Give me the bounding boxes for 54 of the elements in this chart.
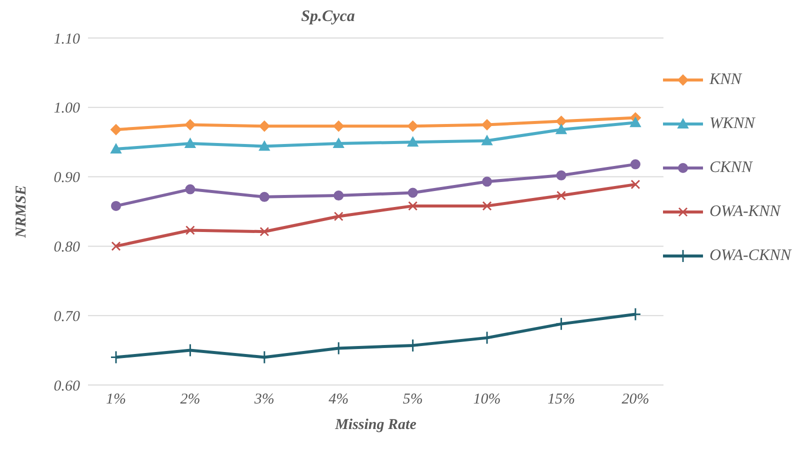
x-tick-label: 1%	[106, 392, 126, 408]
legend-label: CKNN	[709, 159, 752, 177]
point	[110, 124, 122, 136]
point	[630, 159, 640, 170]
y-tick-label: 0.90	[54, 170, 80, 186]
point	[556, 190, 566, 200]
legend-label: OWA-KNN	[709, 203, 780, 221]
point	[407, 136, 418, 147]
point	[258, 120, 270, 132]
point	[482, 176, 492, 187]
point	[334, 212, 344, 222]
point	[259, 192, 270, 202]
chart-title: Sp.Cyca	[300, 8, 356, 26]
y-axis-title: NRMSE	[13, 185, 30, 239]
x-tick-label: 4%	[328, 392, 349, 408]
point	[258, 140, 270, 151]
x-tick-label: 2%	[180, 392, 200, 408]
point	[630, 180, 640, 190]
y-tick-label: 0.60	[54, 378, 80, 394]
x-tick-label: 3%	[253, 392, 274, 408]
x-axis-title: Missing Rate	[334, 417, 417, 433]
point	[408, 201, 418, 211]
y-tick-label: 1.00	[54, 100, 80, 117]
x-tick-label: 20%	[622, 392, 650, 408]
x-tick-label: 10%	[473, 392, 501, 408]
point	[111, 200, 121, 211]
y-tick-label: 0.80	[54, 240, 80, 256]
y-tick-label: 1.10	[54, 31, 80, 48]
legend-label: OWA-CKNN	[709, 247, 791, 265]
point	[482, 119, 493, 130]
point	[185, 184, 196, 194]
point	[184, 119, 196, 130]
point	[185, 225, 195, 235]
point	[482, 201, 492, 211]
point	[556, 124, 567, 134]
y-tick-label: 0.70	[54, 308, 80, 325]
point	[630, 117, 641, 128]
point	[260, 226, 270, 236]
point	[556, 116, 567, 127]
legend-label: KNN	[709, 71, 742, 89]
point	[408, 188, 418, 198]
point	[184, 138, 196, 148]
point	[555, 317, 567, 331]
point	[333, 120, 344, 132]
x-tick-label: 15%	[547, 392, 575, 408]
x-tick-label: 5%	[402, 392, 423, 408]
point	[407, 120, 418, 132]
point	[333, 138, 344, 148]
point	[111, 241, 121, 251]
point	[482, 135, 493, 146]
legend-label: WKNN	[709, 115, 755, 133]
point	[110, 144, 122, 154]
point	[334, 190, 344, 201]
point	[556, 170, 566, 180]
